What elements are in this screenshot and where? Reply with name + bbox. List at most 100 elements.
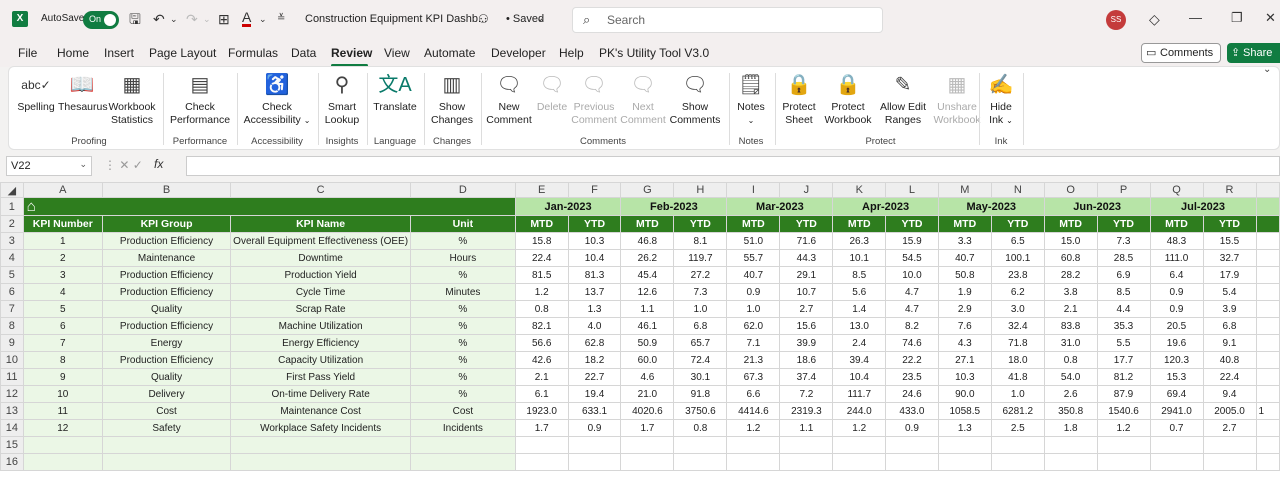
value-cell[interactable]: 1.2 bbox=[832, 419, 887, 437]
column-header[interactable]: A bbox=[22, 182, 103, 198]
font-color-icon[interactable]: A bbox=[242, 9, 252, 27]
value-cell[interactable]: 2.6 bbox=[1043, 385, 1098, 403]
value-cell[interactable]: 37.4 bbox=[779, 368, 834, 386]
value-cell[interactable]: 2.4 bbox=[832, 334, 887, 352]
unit-cell[interactable]: % bbox=[410, 368, 516, 386]
value-cell[interactable]: 32.4 bbox=[990, 317, 1045, 335]
value-cell[interactable]: 15.3 bbox=[1149, 368, 1204, 386]
kpi-name-cell[interactable]: First Pass Yield bbox=[230, 368, 412, 386]
search-box[interactable]: ⌕ Search bbox=[572, 7, 883, 33]
value-cell[interactable]: 18.0 bbox=[990, 351, 1045, 369]
cell[interactable] bbox=[832, 453, 887, 471]
value-cell[interactable]: 22.4 bbox=[1202, 368, 1257, 386]
cell[interactable] bbox=[1043, 453, 1098, 471]
value-cell[interactable]: 10.0 bbox=[885, 266, 939, 284]
value-cell[interactable]: 1.3 bbox=[567, 300, 622, 318]
value-cell[interactable]: 12.6 bbox=[620, 283, 675, 301]
borders-icon[interactable]: ⊞ bbox=[218, 11, 230, 27]
value-cell[interactable]: 1.1 bbox=[620, 300, 675, 318]
column-header[interactable]: P bbox=[1096, 182, 1151, 198]
kpi-name-cell[interactable]: Cycle Time bbox=[230, 283, 412, 301]
cell[interactable] bbox=[1043, 436, 1098, 454]
value-cell[interactable]: 15.8 bbox=[514, 232, 569, 250]
value-cell[interactable]: 7.1 bbox=[726, 334, 781, 352]
value-cell[interactable]: 4.4 bbox=[1096, 300, 1151, 318]
kpi-number-cell[interactable]: 8 bbox=[22, 351, 103, 369]
value-cell[interactable] bbox=[1255, 283, 1280, 301]
row-header[interactable]: 14 bbox=[0, 419, 24, 437]
value-cell[interactable]: 7.3 bbox=[673, 283, 728, 301]
row-header[interactable]: 8 bbox=[0, 317, 24, 335]
value-cell[interactable]: 17.7 bbox=[1096, 351, 1151, 369]
redo-dropdown-icon[interactable]: ⌄ bbox=[203, 14, 211, 24]
unit-cell[interactable]: % bbox=[410, 334, 516, 352]
value-cell[interactable]: 22.7 bbox=[567, 368, 622, 386]
notes-button[interactable]: 🗒 Notes ⌄ bbox=[733, 71, 769, 127]
value-cell[interactable]: 28.2 bbox=[1043, 266, 1098, 284]
value-cell[interactable]: 2.5 bbox=[990, 419, 1045, 437]
header-unit[interactable]: Unit bbox=[410, 215, 516, 233]
ribbon-collapse-icon[interactable]: ⌄ bbox=[1263, 64, 1272, 75]
column-header[interactable]: B bbox=[101, 182, 232, 198]
value-cell[interactable]: 8.2 bbox=[885, 317, 939, 335]
value-cell[interactable]: 4.3 bbox=[937, 334, 992, 352]
value-cell[interactable]: 4.7 bbox=[885, 283, 939, 301]
header-ytd[interactable]: YTD bbox=[1096, 215, 1151, 233]
value-cell[interactable]: 10.4 bbox=[567, 249, 622, 267]
value-cell[interactable]: 6.4 bbox=[1149, 266, 1204, 284]
smart-lookup-button[interactable]: ⚲ Smart Lookup bbox=[321, 71, 363, 127]
header-mtd[interactable]: MTD bbox=[726, 215, 781, 233]
value-cell[interactable]: 10.3 bbox=[937, 368, 992, 386]
value-cell[interactable]: 3.0 bbox=[990, 300, 1045, 318]
value-cell[interactable] bbox=[1255, 385, 1280, 403]
value-cell[interactable]: 15.6 bbox=[779, 317, 834, 335]
value-cell[interactable]: 91.8 bbox=[673, 385, 728, 403]
month-header[interactable]: Apr-2023 bbox=[832, 197, 939, 216]
column-header[interactable]: O bbox=[1043, 182, 1098, 198]
cell[interactable] bbox=[885, 453, 939, 471]
value-cell[interactable]: 1 bbox=[1255, 402, 1280, 420]
cell[interactable] bbox=[1149, 436, 1204, 454]
cell[interactable] bbox=[1096, 436, 1151, 454]
column-header[interactable]: F bbox=[567, 182, 622, 198]
document-title[interactable]: Construction Equipment KPI Dashb... bbox=[305, 13, 488, 25]
value-cell[interactable]: 6.1 bbox=[514, 385, 569, 403]
tab-data[interactable]: Data bbox=[291, 46, 317, 60]
value-cell[interactable]: 7.6 bbox=[937, 317, 992, 335]
value-cell[interactable]: 50.8 bbox=[937, 266, 992, 284]
value-cell[interactable]: 15.9 bbox=[885, 232, 939, 250]
value-cell[interactable]: 1.8 bbox=[1043, 419, 1098, 437]
value-cell[interactable]: 26.2 bbox=[620, 249, 675, 267]
customize-toolbar-icon[interactable]: ≚ bbox=[277, 13, 286, 24]
header-mtd[interactable]: MTD bbox=[832, 215, 887, 233]
formula-input[interactable] bbox=[186, 156, 1280, 176]
close-icon[interactable]: ✕ bbox=[1265, 10, 1276, 25]
value-cell[interactable]: 0.9 bbox=[726, 283, 781, 301]
value-cell[interactable]: 4.6 bbox=[620, 368, 675, 386]
value-cell[interactable]: 5.6 bbox=[832, 283, 887, 301]
kpi-name-cell[interactable]: Maintenance Cost bbox=[230, 402, 412, 420]
value-cell[interactable]: 39.9 bbox=[779, 334, 834, 352]
value-cell[interactable]: 3.3 bbox=[937, 232, 992, 250]
header-mtd[interactable]: MTD bbox=[937, 215, 992, 233]
next-comment-button[interactable]: 🗨 Next Comment bbox=[619, 71, 667, 127]
unit-cell[interactable]: % bbox=[410, 300, 516, 318]
value-cell[interactable]: 8.5 bbox=[1096, 283, 1151, 301]
value-cell[interactable]: 23.8 bbox=[990, 266, 1045, 284]
value-cell[interactable]: 4.7 bbox=[885, 300, 939, 318]
month-header[interactable]: Jul-2023 bbox=[1149, 197, 1257, 216]
value-cell[interactable]: 32.7 bbox=[1202, 249, 1257, 267]
unit-cell[interactable]: % bbox=[410, 232, 516, 250]
value-cell[interactable]: 7.2 bbox=[779, 385, 834, 403]
hide-ink-button[interactable]: ✍ Hide Ink ⌄ bbox=[983, 71, 1019, 127]
save-icon[interactable]: 🖫 bbox=[129, 11, 141, 27]
kpi-number-cell[interactable]: 9 bbox=[22, 368, 103, 386]
cell[interactable] bbox=[1255, 215, 1280, 233]
tab-review[interactable]: Review bbox=[331, 46, 373, 60]
header-mtd[interactable]: MTD bbox=[1043, 215, 1098, 233]
value-cell[interactable]: 1.0 bbox=[726, 300, 781, 318]
cell[interactable] bbox=[673, 453, 728, 471]
value-cell[interactable] bbox=[1255, 419, 1280, 437]
cell[interactable] bbox=[726, 436, 781, 454]
kpi-number-cell[interactable]: 5 bbox=[22, 300, 103, 318]
